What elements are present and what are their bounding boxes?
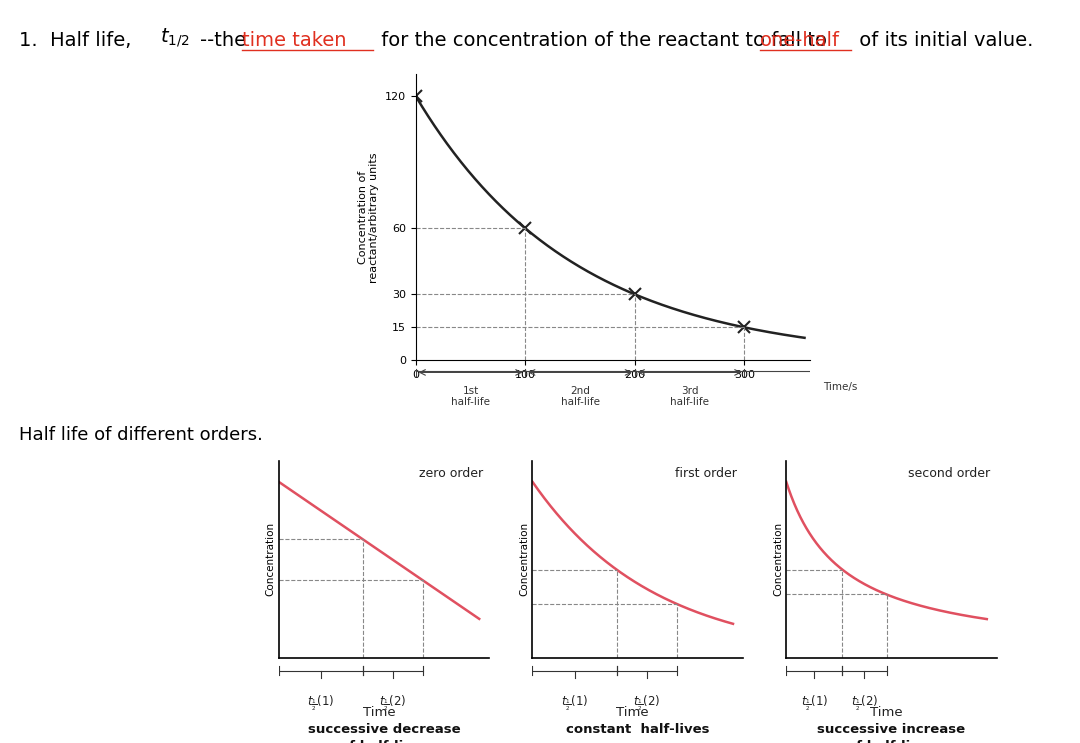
Y-axis label: Concentration: Concentration [519,522,529,596]
Text: 1st
half-life: 1st half-life [451,386,490,407]
Text: 3rd
half-life: 3rd half-life [670,386,710,407]
Text: zero order: zero order [419,467,483,479]
Text: $t_{\frac{1}{2}}(2)$: $t_{\frac{1}{2}}(2)$ [633,694,661,713]
Text: Time/s: Time/s [823,383,858,392]
Text: time taken: time taken [242,31,347,51]
Text: $t_{1/2}$: $t_{1/2}$ [160,26,189,48]
Text: 1.  Half life,: 1. Half life, [19,31,145,51]
Text: $t_{\frac{1}{2}}(1)$: $t_{\frac{1}{2}}(1)$ [561,694,589,713]
Text: first order: first order [675,467,737,479]
Text: successive decrease
of half-lives: successive decrease of half-lives [308,723,460,743]
Text: Time: Time [363,707,395,719]
Text: Time: Time [617,707,649,719]
Text: second order: second order [908,467,990,479]
Text: $t_{\frac{1}{2}}(1)$: $t_{\frac{1}{2}}(1)$ [800,694,828,713]
Text: successive increase
of half-lives: successive increase of half-lives [818,723,966,743]
Text: 2nd
half-life: 2nd half-life [561,386,599,407]
Y-axis label: Concentration: Concentration [266,522,275,596]
Y-axis label: Concentration of
reactant/arbitrary units: Concentration of reactant/arbitrary unit… [357,152,379,282]
Text: --the: --the [200,31,252,51]
Y-axis label: Concentration: Concentration [773,522,783,596]
Text: one-half: one-half [760,31,840,51]
Text: Half life of different orders.: Half life of different orders. [19,426,264,444]
Text: $t_{\frac{1}{2}}(2)$: $t_{\frac{1}{2}}(2)$ [851,694,878,713]
Text: Time: Time [870,707,903,719]
Text: $t_{\frac{1}{2}}(2)$: $t_{\frac{1}{2}}(2)$ [379,694,407,713]
Text: constant  half-lives: constant half-lives [566,723,710,736]
Text: for the concentration of the reactant to fall to: for the concentration of the reactant to… [375,31,833,51]
Text: $t_{\frac{1}{2}}(1)$: $t_{\frac{1}{2}}(1)$ [307,694,335,713]
Text: of its initial value.: of its initial value. [853,31,1034,51]
